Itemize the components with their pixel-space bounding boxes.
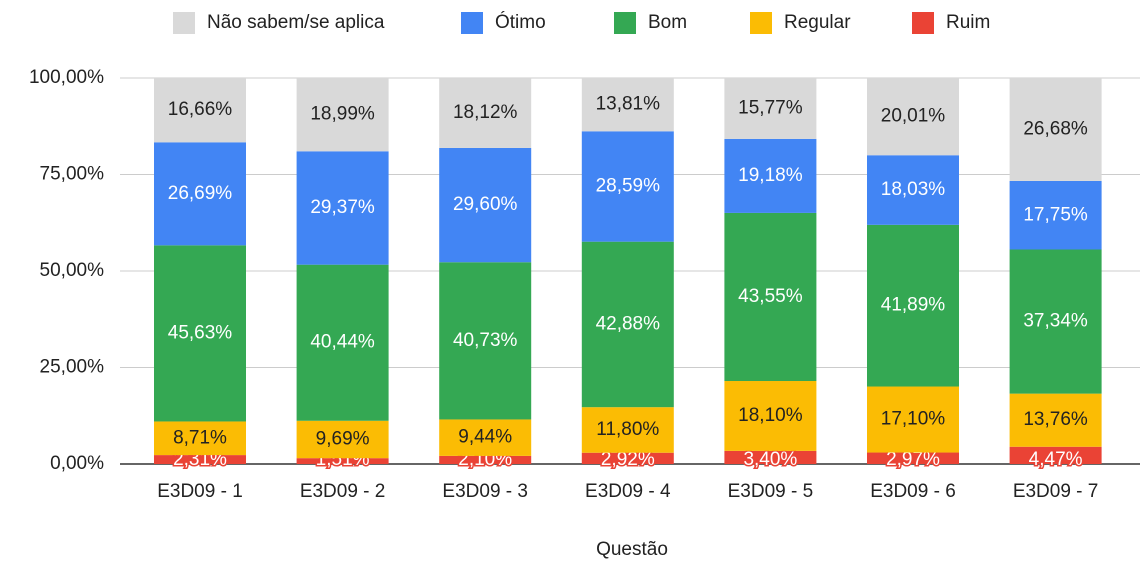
data-label: 13,76% [1023,409,1088,430]
bar-segment [439,147,532,263]
bar-segment [867,155,959,225]
bar-segment [867,224,959,387]
legend-label: Ótimo [495,11,546,33]
data-label: 8,71% [173,427,227,448]
bar-segment [296,420,389,459]
legend-swatch [750,12,772,34]
data-label: 28,59% [596,176,661,197]
bar-segment [724,381,817,451]
data-label: 26,68% [1023,119,1088,140]
data-label: 9,44% [458,427,512,448]
data-label: 42,88% [596,313,661,334]
bar-segment [867,78,959,156]
data-label: 41,89% [881,295,946,316]
x-tick-label: E3D09 - 7 [1013,481,1099,502]
legend-label: Ruim [946,12,990,33]
x-tick-label: E3D09 - 1 [157,481,243,502]
x-tick-label: E3D09 - 3 [442,481,528,502]
x-tick-label: E3D09 - 6 [870,481,956,502]
bar-segment [439,419,532,456]
bar-segment [1009,78,1102,181]
x-tick-label: E3D09 - 4 [585,481,671,502]
bar-segment [154,455,246,464]
data-label: 18,10% [738,405,803,426]
data-label: 43,55% [738,286,803,307]
bar-segment [154,421,246,456]
data-label: 40,44% [310,332,375,353]
data-label: 40,73% [453,330,518,351]
bar-segment [581,78,674,132]
bar-segment [1009,446,1102,464]
data-label: 9,69% [316,428,370,449]
x-axis-title: Questão [596,539,668,560]
data-label: 20,01% [881,106,946,127]
data-label: 17,75% [1023,204,1088,225]
data-label: 15,77% [738,97,803,118]
bar-segment [1009,393,1102,447]
bar-segment [724,138,817,213]
bar-segment [296,458,389,464]
bar-segment [154,245,246,422]
y-tick-label: 0,00% [50,453,104,474]
data-label: 29,60% [453,194,518,215]
bar-segment [581,131,674,242]
data-label: 13,81% [596,94,661,115]
legend-swatch [173,12,195,34]
data-label: 11,80% [596,419,659,440]
data-label: 19,18% [738,165,803,186]
data-label: 18,99% [310,104,375,125]
y-tick-label: 75,00% [40,164,105,185]
data-label: 3,40% [743,449,797,470]
data-label: 18,12% [453,102,518,123]
bar-segment [1009,249,1102,394]
bar-segment [1009,180,1102,250]
bar-segment [581,407,674,453]
data-label: 45,63% [168,322,233,343]
bar-segment [581,241,674,408]
y-tick-label: 50,00% [40,260,105,281]
legend-swatch [614,12,636,34]
bar-segment [439,262,532,420]
y-tick-label: 100,00% [29,67,104,88]
legend-label: Regular [784,12,851,33]
legend-swatch [912,12,934,34]
data-label: 4,47% [1029,449,1083,470]
bar-segment [867,452,959,464]
y-tick-label: 25,00% [40,357,105,378]
data-label: 17,10% [881,409,946,430]
bar-segment [296,151,389,265]
legend-swatch [461,12,483,34]
x-tick-label: E3D09 - 2 [300,481,386,502]
data-label: 18,03% [881,179,946,200]
bar-segment [439,78,532,148]
bar-segment [154,78,246,143]
x-tick-label: E3D09 - 5 [728,481,814,502]
legend-label: Não sabem/se aplica [207,12,385,33]
data-label: 26,69% [168,183,233,204]
legend-label: Bom [648,12,687,33]
bar-segment [724,212,817,382]
bar-segment [581,452,674,464]
bar-segment [154,142,246,246]
bar-segment [296,78,389,152]
data-label: 29,37% [310,197,375,218]
bar-segment [724,450,817,464]
bar-segment [724,78,817,139]
data-label: 16,66% [168,99,233,120]
bar-segment [867,386,959,453]
bar-segment [439,455,532,464]
data-label: 37,34% [1023,311,1088,332]
bar-segment [296,264,389,421]
